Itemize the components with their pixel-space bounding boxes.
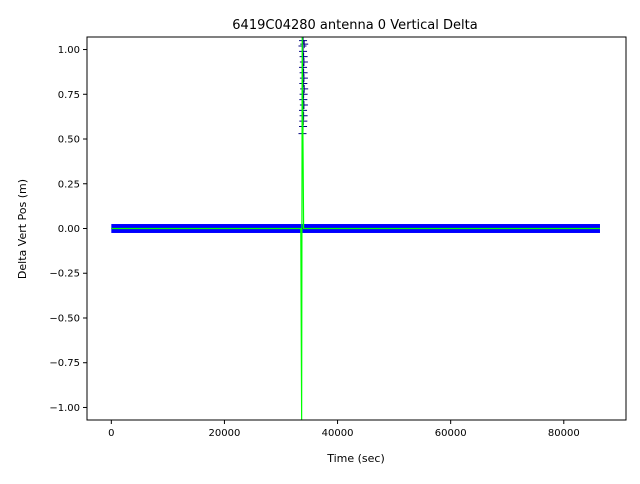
data-point-marker <box>299 111 308 120</box>
data-point-marker <box>299 37 308 45</box>
data-point-marker <box>299 68 308 77</box>
data-point-marker <box>299 63 308 72</box>
data-point-marker <box>299 52 308 61</box>
y-tick-label: 0.50 <box>58 135 80 146</box>
y-tick-label: −0.75 <box>49 358 80 369</box>
y-tick-label: 0.25 <box>58 179 80 190</box>
axis-ticks: 0 20000 40000 60000 80000 −1.00 −0.75 −0.50 −0.2… <box>49 45 579 439</box>
x-axis-label: Time (sec) <box>326 452 385 465</box>
y-tick-label: 1.00 <box>58 45 80 56</box>
y-tick-label: 0.75 <box>58 90 80 101</box>
x-tick-label: 40000 <box>322 428 354 439</box>
data-point-marker <box>300 40 309 49</box>
data-point-marker <box>299 101 308 110</box>
y-tick-label: 0.00 <box>58 224 80 235</box>
x-tick-label: 80000 <box>548 428 580 439</box>
data-point-marker <box>300 84 309 93</box>
x-tick-label: 60000 <box>435 428 467 439</box>
data-point-marker <box>299 79 308 88</box>
y-tick-label: −0.25 <box>49 269 80 280</box>
fit-line <box>111 37 600 420</box>
y-axis-label: Delta Vert Pos (m) <box>16 179 29 279</box>
data-point-marker <box>299 47 308 56</box>
x-tick-label: 20000 <box>209 428 241 439</box>
y-tick-label: −0.50 <box>49 313 80 324</box>
x-tick-label: 0 <box>108 428 114 439</box>
chart-title: 6419C04280 antenna 0 Vertical Delta <box>232 18 477 33</box>
series-group <box>111 37 600 420</box>
data-point-marker <box>299 90 308 99</box>
plot-area <box>111 37 600 420</box>
y-tick-label: −1.00 <box>49 403 80 414</box>
